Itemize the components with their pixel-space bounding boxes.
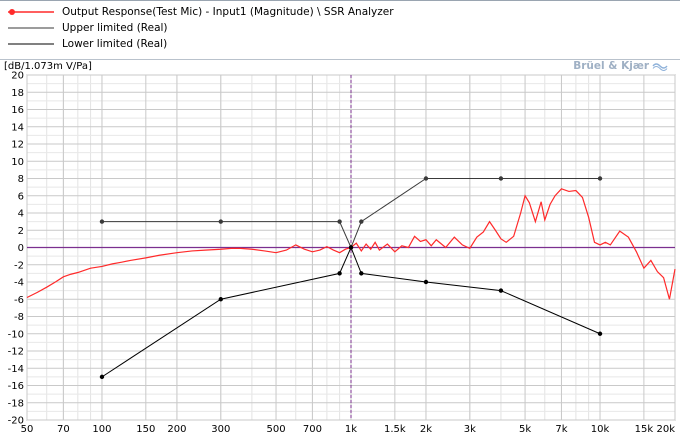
x-tick-label: 200 (167, 424, 186, 435)
legend-label-lower-limit: Lower limited (Real) (62, 38, 168, 50)
y-tick-label: 12 (11, 140, 24, 151)
y-tick-label: -4 (14, 278, 24, 289)
y-tick-label: 4 (18, 209, 24, 220)
x-tick-label: 300 (211, 424, 230, 435)
y-tick-label: -20 (8, 416, 24, 427)
limit-point (359, 219, 364, 224)
x-tick-label: 1k (345, 424, 357, 435)
x-tick-label: 500 (266, 424, 285, 435)
x-tick-label: 7k (555, 424, 567, 435)
legend: Output Response(Test Mic) - Input1 (Magn… (0, 0, 680, 60)
y-tick-label: 8 (18, 174, 24, 185)
brand-logo: Brüel & Kjær (573, 60, 668, 72)
y-tick-label: -14 (8, 364, 24, 375)
series-line-2 (101, 246, 601, 378)
red-line-marker-icon (8, 9, 54, 15)
limit-point (423, 279, 429, 285)
limit-point (498, 176, 504, 181)
x-tick-label: 20k (656, 424, 675, 435)
y-axis-unit-label: [dB/1.073m V/Pa] (4, 61, 92, 72)
y-axis-ticks: 20181614121086420-2-4-6-8-10-12-14-16-18… (8, 71, 24, 427)
y-tick-label: 10 (11, 157, 24, 168)
limit-point (337, 219, 342, 224)
limit-point (597, 331, 603, 336)
brand-name: Brüel & Kjær (573, 60, 649, 72)
y-tick-label: -16 (8, 381, 24, 392)
x-axis-ticks: 50 70 100 150 200 300 500 700 1k 1.5k 2k 3k 5k 7k 10k 1… (21, 424, 676, 435)
y-tick-label: -12 (8, 347, 24, 358)
limit-point (218, 297, 223, 302)
limit-point (597, 176, 603, 181)
x-tick-label: 100 (92, 424, 111, 435)
limit-point (218, 219, 223, 224)
x-tick-label: 1.5k (384, 424, 406, 435)
legend-item-upper-limit[interactable]: Upper limited (Real) (6, 21, 168, 35)
legend-label-upper-limit: Upper limited (Real) (62, 22, 168, 34)
x-tick-label: 10k (591, 424, 610, 435)
y-tick-label: 14 (11, 122, 24, 133)
limit-point (359, 271, 364, 276)
x-tick-label: 5k (519, 424, 531, 435)
limit-point (423, 176, 429, 181)
y-tick-label: -8 (14, 312, 24, 323)
limit-point (99, 219, 105, 224)
series-line-1 (101, 178, 601, 249)
limit-point (99, 374, 105, 380)
y-tick-label: -2 (14, 260, 24, 271)
y-tick-label: 6 (18, 191, 24, 202)
black-line-icon (8, 43, 54, 45)
y-tick-label: 18 (11, 88, 24, 99)
legend-label-output-response: Output Response(Test Mic) - Input1 (Magn… (62, 6, 394, 18)
x-tick-label: 3k (464, 424, 476, 435)
y-tick-label: 2 (18, 226, 24, 237)
y-tick-label: 16 (11, 105, 24, 116)
x-tick-label: 15k (635, 424, 654, 435)
limit-point (337, 271, 342, 276)
x-tick-label: 150 (136, 424, 155, 435)
y-tick-label: -6 (14, 295, 24, 306)
limit-point (348, 245, 354, 250)
bk-logo-icon (652, 63, 668, 71)
x-tick-label: 2k (420, 424, 432, 435)
series-line-0 (26, 188, 676, 300)
x-tick-label: 700 (303, 424, 322, 435)
limit-point (498, 288, 504, 293)
y-tick-label: -18 (8, 398, 24, 409)
x-tick-label: 70 (57, 424, 70, 435)
x-tick-label: 50 (21, 424, 34, 435)
y-tick-label: 0 (18, 243, 24, 254)
y-tick-label: -10 (8, 329, 24, 340)
series-layer (26, 176, 676, 380)
gray-line-icon (8, 27, 54, 29)
legend-item-lower-limit[interactable]: Lower limited (Real) (6, 37, 167, 51)
y-tick-label: 20 (11, 71, 24, 82)
legend-item-output-response[interactable]: Output Response(Test Mic) - Input1 (Magn… (6, 5, 394, 19)
